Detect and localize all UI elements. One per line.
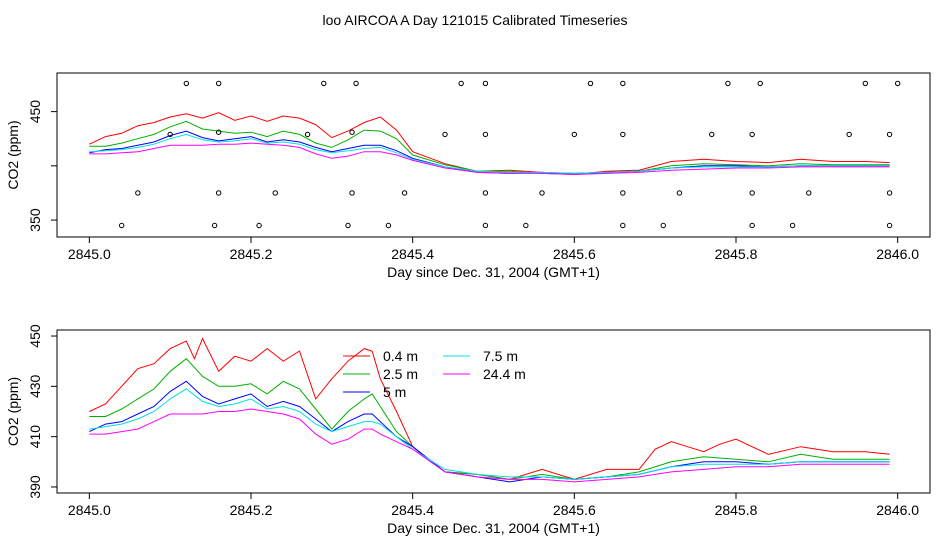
p0-marker-point: [539, 190, 545, 196]
p0-marker-point: [304, 131, 311, 138]
p1-y-tick-label: 390: [27, 475, 43, 499]
p0-marker-point: [458, 80, 464, 87]
p0-marker-point: [886, 190, 893, 196]
p1-plot-frame: [56, 329, 931, 494]
p0-series-line-7-5-m: [89, 133, 890, 174]
p0-series-line-5-m: [89, 130, 890, 174]
p0-marker-point: [725, 80, 731, 87]
p0-x-axis-label: Day since Dec. 31, 2004 (GMT+1): [387, 264, 600, 280]
p1-x-tick-label: 2845.2: [230, 502, 273, 518]
p0-marker-point: [345, 222, 351, 229]
p0-series-line-0-4-m: [89, 112, 890, 176]
bottom-panel-co2-timeseries: 2845.0 2845.2 2845.4 2845.6 2845.8 2846.0 390 4…: [5, 324, 931, 536]
p0-x-tick-label: 2845.0: [68, 246, 111, 262]
p1-x-tick-label: 2845.8: [715, 502, 758, 518]
p0-marker-point: [749, 190, 755, 196]
p1-legend-label: 2.5 m: [383, 366, 418, 382]
p0-marker-point: [482, 222, 489, 229]
p0-y-axis-label: CO2 (ppm): [5, 120, 21, 189]
p1-legend-label: 0.4 m: [383, 348, 418, 364]
p0-marker-point: [442, 131, 448, 138]
p0-marker-point: [349, 129, 355, 135]
p0-marker-point: [135, 190, 141, 196]
p0-marker-point: [806, 190, 812, 196]
p1-x-axis-label: Day since Dec. 31, 2004 (GMT+1): [387, 520, 600, 536]
p0-marker-point: [482, 131, 489, 138]
p0-x-tick-label: 2845.8: [715, 246, 758, 262]
p0-marker-point: [211, 222, 218, 229]
p0-marker-point: [256, 222, 262, 229]
p0-marker-point: [709, 131, 715, 138]
p0-marker-point: [789, 222, 796, 229]
p0-marker-point: [749, 131, 755, 138]
p0-marker-point: [620, 80, 626, 87]
p0-marker-point: [862, 80, 869, 87]
p1-y-axis-label: CO2 (ppm): [5, 377, 21, 446]
p0-series-line-2-5-m: [89, 120, 890, 176]
p0-plot-frame: [56, 72, 931, 238]
p0-marker-point: [272, 190, 278, 196]
p1-series-line-2-5-m: [89, 358, 890, 480]
p0-marker-point: [215, 190, 222, 196]
p0-marker-point: [385, 222, 392, 229]
p0-x-tick-label: 2845.6: [553, 246, 596, 262]
p0-marker-point: [886, 222, 893, 229]
p0-marker-point: [215, 80, 222, 87]
p0-x-tick-label: 2845.2: [230, 246, 273, 262]
p0-marker-point: [349, 190, 355, 196]
p0-marker-point: [321, 80, 327, 87]
p0-marker-point: [676, 190, 683, 196]
p0-y-tick-label: 350: [27, 208, 43, 232]
p1-legend-label: 5 m: [383, 384, 406, 400]
p0-marker-point: [620, 222, 626, 229]
p0-x-tick-label: 2845.4: [391, 246, 434, 262]
p1-series-line-0-4-m: [89, 337, 890, 480]
p0-marker-point: [167, 131, 173, 138]
p0-marker-point: [183, 80, 190, 87]
p1-legend-label: 7.5 m: [483, 348, 518, 364]
figure-title: loo AIRCOA A Day 121015 Calibrated Times…: [322, 12, 627, 28]
p1-x-tick-label: 2846.0: [876, 502, 919, 518]
p1-series-line-5-m: [89, 380, 890, 483]
p1-series-line-24-4-m: [89, 408, 890, 483]
p0-marker-point: [620, 190, 626, 196]
p0-marker-point: [749, 222, 755, 229]
p0-y-tick-label: 450: [27, 100, 43, 124]
p0-marker-point: [620, 131, 626, 138]
p0-marker-point: [401, 190, 408, 196]
p0-marker-point: [846, 131, 852, 138]
p0-marker-point: [571, 131, 578, 138]
p0-marker-point: [587, 80, 594, 87]
p0-marker-point: [353, 80, 359, 87]
top-panel-co2-timeseries: 2845.0 2845.2 2845.4 2845.6 2845.8 2846.0 350 4…: [5, 72, 931, 280]
p0-marker-point: [660, 222, 666, 229]
p0-marker-point: [118, 222, 125, 229]
p1-x-tick-label: 2845.4: [391, 502, 434, 518]
p0-series-line-24-4-m: [89, 142, 890, 176]
p0-marker-point: [894, 80, 901, 87]
p1-x-tick-label: 2845.6: [553, 502, 596, 518]
p0-marker-point: [215, 129, 222, 135]
p1-legend-label: 24.4 m: [483, 366, 526, 382]
p0-marker-point: [523, 222, 529, 229]
p1-y-tick-label: 430: [27, 374, 43, 398]
p1-y-tick-label: 450: [27, 324, 43, 348]
p0-marker-point: [482, 80, 489, 87]
p1-y-tick-label: 410: [27, 425, 43, 449]
p0-marker-point: [482, 190, 489, 196]
p1-series-line-7-5-m: [89, 388, 890, 480]
p0-x-tick-label: 2846.0: [876, 246, 919, 262]
p1-x-tick-label: 2845.0: [68, 502, 111, 518]
p0-marker-point: [886, 131, 893, 138]
p0-marker-point: [757, 80, 763, 87]
